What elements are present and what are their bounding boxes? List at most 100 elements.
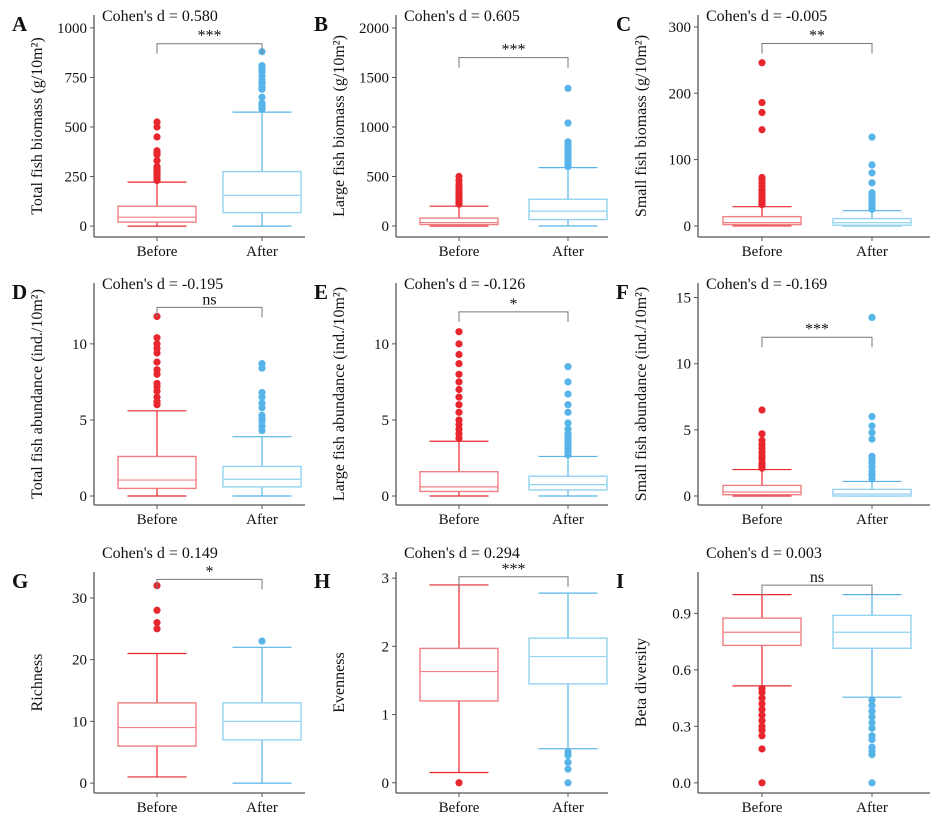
y-tick-label: 10 <box>676 357 691 373</box>
outlier-point <box>868 133 876 141</box>
x-tick-label: Before <box>439 512 480 528</box>
iqr-box <box>832 488 912 497</box>
outlier-point <box>258 99 266 107</box>
outlier-point <box>455 393 463 401</box>
outlier-point <box>758 430 766 438</box>
y-tick-label: 0.3 <box>672 719 691 735</box>
box-after <box>222 360 302 497</box>
y-tick-label: 3 <box>382 571 390 587</box>
outlier-point <box>153 358 161 366</box>
box-after <box>528 363 608 497</box>
box-before <box>419 584 499 787</box>
outlier-point <box>868 179 876 187</box>
x-tick-label: After <box>856 244 888 260</box>
outlier-point <box>153 379 161 388</box>
y-tick-label: 5 <box>80 413 88 429</box>
panel-letter: H <box>314 569 330 593</box>
y-tick-label: 0.6 <box>672 663 691 679</box>
outlier-point <box>455 779 463 787</box>
outlier-point <box>153 157 161 165</box>
outlier-point <box>153 147 161 155</box>
significance-label: *** <box>502 42 526 59</box>
iqr-box <box>117 702 197 747</box>
outlier-point <box>564 138 572 146</box>
panel-letter: F <box>616 280 629 304</box>
outlier-point <box>564 401 572 409</box>
outlier-point <box>758 705 766 714</box>
outlier-point <box>868 313 876 321</box>
outlier-point <box>564 419 572 427</box>
outlier-point <box>758 59 766 67</box>
outlier-point <box>868 743 876 751</box>
box-after <box>222 48 302 227</box>
iqr-box <box>419 647 499 702</box>
cohens-d-label: Cohen's d = 0.003 <box>706 545 822 562</box>
outlier-point <box>758 694 766 702</box>
iqr-box <box>117 205 197 223</box>
y-tick-label: 0.0 <box>672 776 691 792</box>
significance-bracket <box>458 57 569 68</box>
x-tick-label: Before <box>137 244 178 260</box>
outlier-point <box>455 416 463 424</box>
y-axis-label: Richness <box>29 654 46 712</box>
significance-bracket <box>761 43 873 54</box>
outlier-point <box>258 93 266 101</box>
outlier-point <box>868 422 876 430</box>
outlier-point <box>758 98 766 107</box>
significance-bracket <box>156 43 263 54</box>
box-before <box>722 593 802 787</box>
y-tick-label: 0 <box>684 219 692 235</box>
x-tick-label: After <box>246 244 278 260</box>
y-axis-label: Evenness <box>331 652 348 712</box>
outlier-point <box>153 393 161 401</box>
y-tick-label: 20 <box>72 653 87 669</box>
outlier-point <box>758 173 766 182</box>
y-tick-label: 200 <box>669 86 692 102</box>
y-tick-label: 10 <box>374 337 389 353</box>
significance-bracket <box>761 584 873 596</box>
y-tick-label: 10 <box>72 714 87 730</box>
outlier-point <box>153 334 161 342</box>
outlier-point <box>758 779 766 787</box>
significance-label: ns <box>810 569 824 586</box>
panel-b: 0 500 1000 1500 2000 Before After Large fish bi… <box>314 8 608 260</box>
box-after <box>528 592 608 787</box>
panel-letter: B <box>314 12 328 36</box>
panel-e: 0 5 10 Before After Large fish abundance (ind… <box>314 276 608 528</box>
outlier-point <box>455 408 463 416</box>
outlier-point <box>564 408 572 416</box>
outlier-point <box>564 758 572 766</box>
outlier-point <box>455 172 463 181</box>
box-before <box>722 59 802 227</box>
outlier-point <box>868 718 876 727</box>
cohens-d-label: Cohen's d = -0.126 <box>404 276 525 293</box>
y-tick-label: 0 <box>684 489 692 505</box>
significance-bracket <box>458 311 569 322</box>
outlier-point <box>564 378 572 386</box>
outlier-point <box>258 61 266 70</box>
panel-c: 0 100 200 300 Before After Small fish biomass … <box>616 8 930 260</box>
x-tick-label: After <box>552 244 584 260</box>
iqr-box <box>222 170 302 214</box>
iqr-box <box>528 475 608 491</box>
y-tick-label: 0 <box>382 776 390 792</box>
y-tick-label: 1500 <box>359 70 389 86</box>
outlier-point <box>758 717 766 725</box>
y-tick-label: 0.9 <box>672 606 691 622</box>
outlier-point <box>758 108 766 117</box>
y-tick-label: 300 <box>669 20 692 36</box>
significance-bracket <box>156 306 263 318</box>
outlier-point <box>758 711 766 719</box>
y-tick-label: 250 <box>65 170 88 186</box>
outlier-point <box>564 425 572 433</box>
outlier-point <box>564 748 572 756</box>
outlier-point <box>455 385 463 394</box>
outlier-point <box>868 428 876 437</box>
y-axis-label: Total fish biomass (g/10m²) <box>29 37 46 214</box>
y-axis-label: Small fish biomass (g/10m²) <box>633 35 650 217</box>
significance-label: *** <box>805 321 829 338</box>
outlier-point <box>758 685 766 693</box>
outlier-point <box>868 713 876 721</box>
y-tick-label: 5 <box>684 423 692 439</box>
cohens-d-label: Cohen's d = 0.294 <box>404 545 520 562</box>
